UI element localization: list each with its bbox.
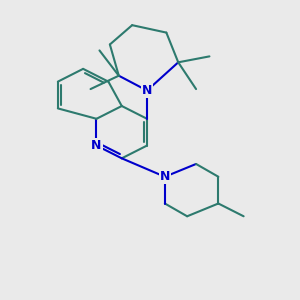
- Text: N: N: [91, 139, 102, 152]
- Text: N: N: [142, 84, 152, 97]
- Text: N: N: [160, 170, 170, 183]
